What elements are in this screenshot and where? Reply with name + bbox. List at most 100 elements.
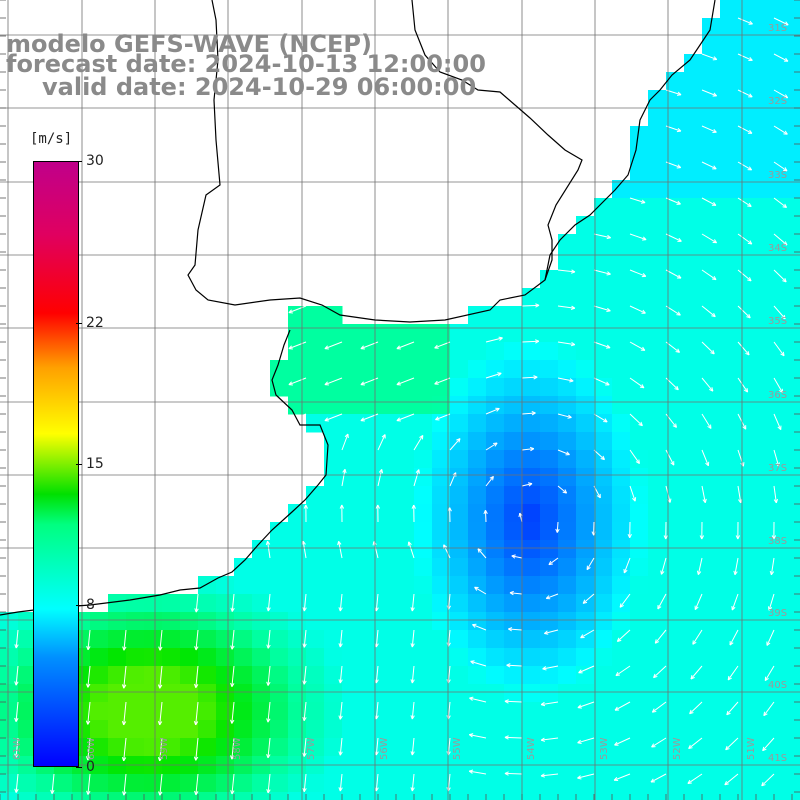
wind-arrow-head bbox=[690, 676, 695, 680]
wind-arrow bbox=[288, 413, 307, 422]
wind-arrow-head bbox=[434, 380, 438, 385]
wind-cell bbox=[306, 360, 325, 379]
wind-arrow-head bbox=[711, 387, 714, 392]
wind-cell bbox=[468, 342, 487, 361]
wind-arrow-head bbox=[396, 345, 400, 349]
wind-cell bbox=[378, 594, 397, 613]
wind-arrow-head bbox=[642, 346, 646, 351]
wind-cell bbox=[432, 432, 451, 451]
wind-cell bbox=[702, 522, 721, 541]
wind-arrow-head bbox=[727, 675, 730, 681]
wind-cell bbox=[756, 198, 775, 217]
wind-arrow-head bbox=[360, 417, 364, 421]
wind-cell bbox=[558, 774, 577, 793]
wind-arrow-head bbox=[785, 94, 789, 99]
wind-cell bbox=[396, 486, 415, 505]
wind-cell bbox=[702, 396, 721, 415]
wind-cell bbox=[540, 378, 559, 397]
wind-arrow-head bbox=[714, 239, 718, 244]
wind-cell bbox=[342, 648, 361, 667]
colorbar-tick bbox=[76, 161, 82, 162]
wind-cell bbox=[576, 396, 595, 415]
wind-arrow-head bbox=[709, 389, 714, 392]
wind-cell bbox=[684, 432, 703, 451]
wind-cell bbox=[126, 702, 145, 721]
wind-cell bbox=[774, 90, 793, 109]
wind-arrow-head bbox=[577, 739, 581, 744]
wind-cell bbox=[612, 612, 631, 631]
wind-cell bbox=[612, 702, 631, 721]
wind-cell bbox=[504, 774, 523, 793]
latitude-label: 35S bbox=[768, 316, 787, 327]
wind-cell bbox=[360, 414, 379, 433]
wind-arrow-head bbox=[266, 789, 269, 794]
wind-cell bbox=[144, 702, 163, 721]
wind-arrow-head bbox=[733, 570, 736, 575]
wind-arrow bbox=[613, 773, 631, 781]
wind-cell bbox=[162, 738, 181, 757]
wind-arrow-head bbox=[534, 339, 540, 342]
wind-cell bbox=[684, 576, 703, 595]
wind-cell bbox=[396, 522, 415, 541]
wind-arrow-head bbox=[747, 350, 750, 356]
wind-arrow-head bbox=[748, 313, 751, 319]
wind-cell bbox=[738, 324, 757, 343]
wind-cell bbox=[774, 594, 793, 613]
latitude-label: 36S bbox=[768, 390, 787, 401]
wind-arrow bbox=[511, 555, 523, 559]
wind-cell bbox=[252, 540, 271, 559]
wind-cell bbox=[792, 144, 800, 163]
wind-arrow-head bbox=[337, 541, 340, 546]
wind-cell bbox=[612, 432, 631, 451]
wind-cell bbox=[612, 198, 631, 217]
wind-cell bbox=[774, 540, 793, 559]
wind-arrow-head bbox=[742, 462, 745, 467]
wind-arrow bbox=[701, 53, 717, 60]
wind-cell bbox=[342, 720, 361, 739]
wind-cell bbox=[432, 738, 451, 757]
wind-cell bbox=[756, 180, 775, 199]
wind-arrow-head bbox=[607, 307, 611, 312]
wind-cell bbox=[720, 594, 739, 613]
wind-cell bbox=[630, 648, 649, 667]
wind-cell bbox=[486, 486, 505, 505]
wind-cell bbox=[360, 576, 379, 595]
wind-cell bbox=[738, 0, 757, 19]
wind-cell bbox=[720, 414, 739, 433]
wind-arrow-head bbox=[544, 632, 549, 635]
wind-arrow-head bbox=[511, 555, 516, 559]
wind-cell bbox=[684, 324, 703, 343]
wind-arrow bbox=[737, 341, 750, 356]
wind-cell bbox=[360, 342, 379, 361]
wind-cell bbox=[774, 360, 793, 379]
wind-cell bbox=[486, 684, 505, 703]
wind-arrow-head bbox=[231, 607, 235, 612]
wind-arrow-head bbox=[577, 704, 582, 709]
wind-cell bbox=[702, 504, 721, 523]
wind-cell bbox=[792, 774, 800, 793]
wind-arrow-head bbox=[372, 541, 375, 546]
wind-cell bbox=[270, 774, 289, 793]
wind-arrow-head bbox=[653, 673, 656, 678]
wind-arrow bbox=[701, 485, 706, 503]
wind-cell bbox=[558, 288, 577, 307]
wind-cell bbox=[666, 738, 685, 757]
wind-arrow bbox=[593, 341, 611, 349]
wind-arrow-head bbox=[85, 756, 89, 761]
wind-cell bbox=[522, 522, 541, 541]
wind-cell bbox=[504, 522, 523, 541]
wind-arrow bbox=[267, 593, 271, 612]
wind-arrow bbox=[593, 413, 608, 423]
wind-arrow-head bbox=[267, 607, 271, 612]
wind-cell bbox=[756, 90, 775, 109]
wind-cell bbox=[576, 468, 595, 487]
wind-arrow bbox=[411, 701, 415, 720]
wind-cell bbox=[378, 612, 397, 631]
wind-cell bbox=[180, 792, 199, 800]
wind-cell bbox=[252, 648, 271, 667]
wind-cell bbox=[486, 522, 505, 541]
wind-cell bbox=[378, 558, 397, 577]
wind-cell bbox=[396, 558, 415, 577]
wind-arrow-head bbox=[504, 773, 509, 776]
